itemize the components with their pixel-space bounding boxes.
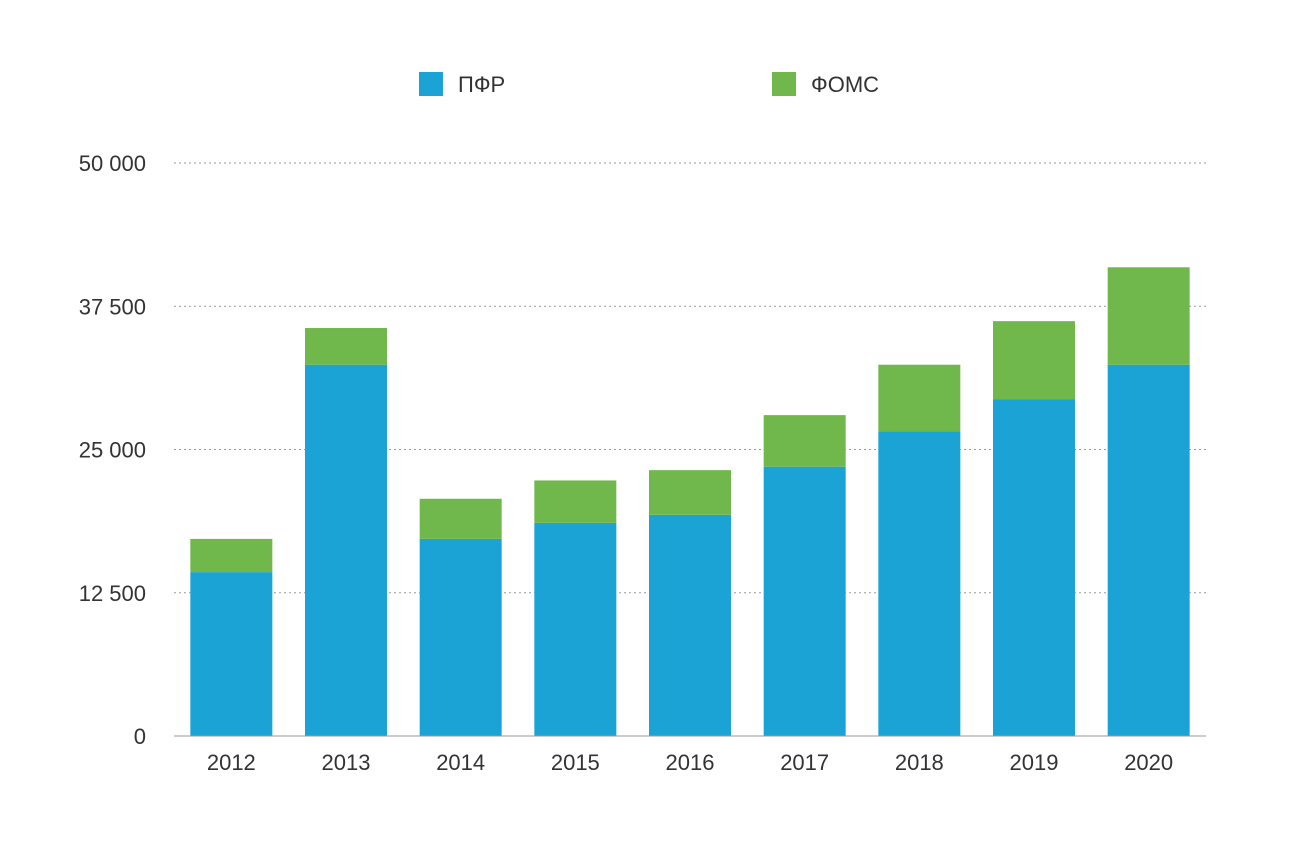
- legend-label: ФОМС: [811, 72, 879, 97]
- bar-pfr-2013: [305, 364, 387, 736]
- bar-foms-2015: [534, 480, 617, 523]
- bar-foms-2020: [1107, 267, 1190, 365]
- bar-pfr-2012: [190, 572, 273, 736]
- bar-foms-2012: [190, 538, 273, 573]
- x-tick-label: 2013: [322, 750, 371, 775]
- bar-foms-2016: [649, 470, 731, 515]
- x-tick-label: 2020: [1124, 750, 1173, 775]
- bar-pfr-2020: [1107, 364, 1190, 736]
- bar-foms-2018: [878, 364, 961, 432]
- y-tick-label: 37 500: [79, 294, 146, 319]
- y-tick-label: 0: [134, 724, 146, 749]
- legend-item-foms: ФОМС: [772, 72, 879, 97]
- bar-foms-2013: [305, 328, 387, 365]
- x-tick-label: 2017: [780, 750, 829, 775]
- y-tick-label: 25 000: [79, 438, 146, 463]
- y-tick-label: 12 500: [79, 581, 146, 606]
- y-tick-label: 50 000: [79, 151, 146, 176]
- bar-pfr-2017: [763, 466, 846, 736]
- bar-foms-2019: [993, 321, 1075, 400]
- bar-pfr-2019: [993, 399, 1075, 736]
- legend-item-pfr: ПФР: [419, 72, 505, 97]
- x-tick-label: 2014: [436, 750, 485, 775]
- bar-foms-2014: [419, 498, 502, 539]
- legend-label: ПФР: [458, 72, 505, 97]
- y-axis-tick-labels: 0 12 500 25 000 37 500 50 000: [79, 151, 146, 749]
- x-tick-label: 2015: [551, 750, 600, 775]
- bar-pfr-2018: [878, 431, 961, 736]
- x-tick-label: 2019: [1010, 750, 1059, 775]
- bar-pfr-2015: [534, 522, 617, 736]
- bar-foms-2017: [763, 415, 846, 467]
- x-axis-tick-labels: 2012 2013 2014 2015 2016 2017 2018 2019 2020: [207, 750, 1173, 775]
- bar-pfr-2014: [419, 538, 502, 736]
- x-tick-label: 2016: [666, 750, 715, 775]
- chart-legend: ПФР ФОМС: [419, 72, 879, 97]
- x-tick-label: 2012: [207, 750, 256, 775]
- bars: [190, 267, 1190, 736]
- bar-pfr-2016: [649, 514, 731, 736]
- legend-swatch: [419, 72, 443, 96]
- x-tick-label: 2018: [895, 750, 944, 775]
- legend-swatch: [772, 72, 796, 96]
